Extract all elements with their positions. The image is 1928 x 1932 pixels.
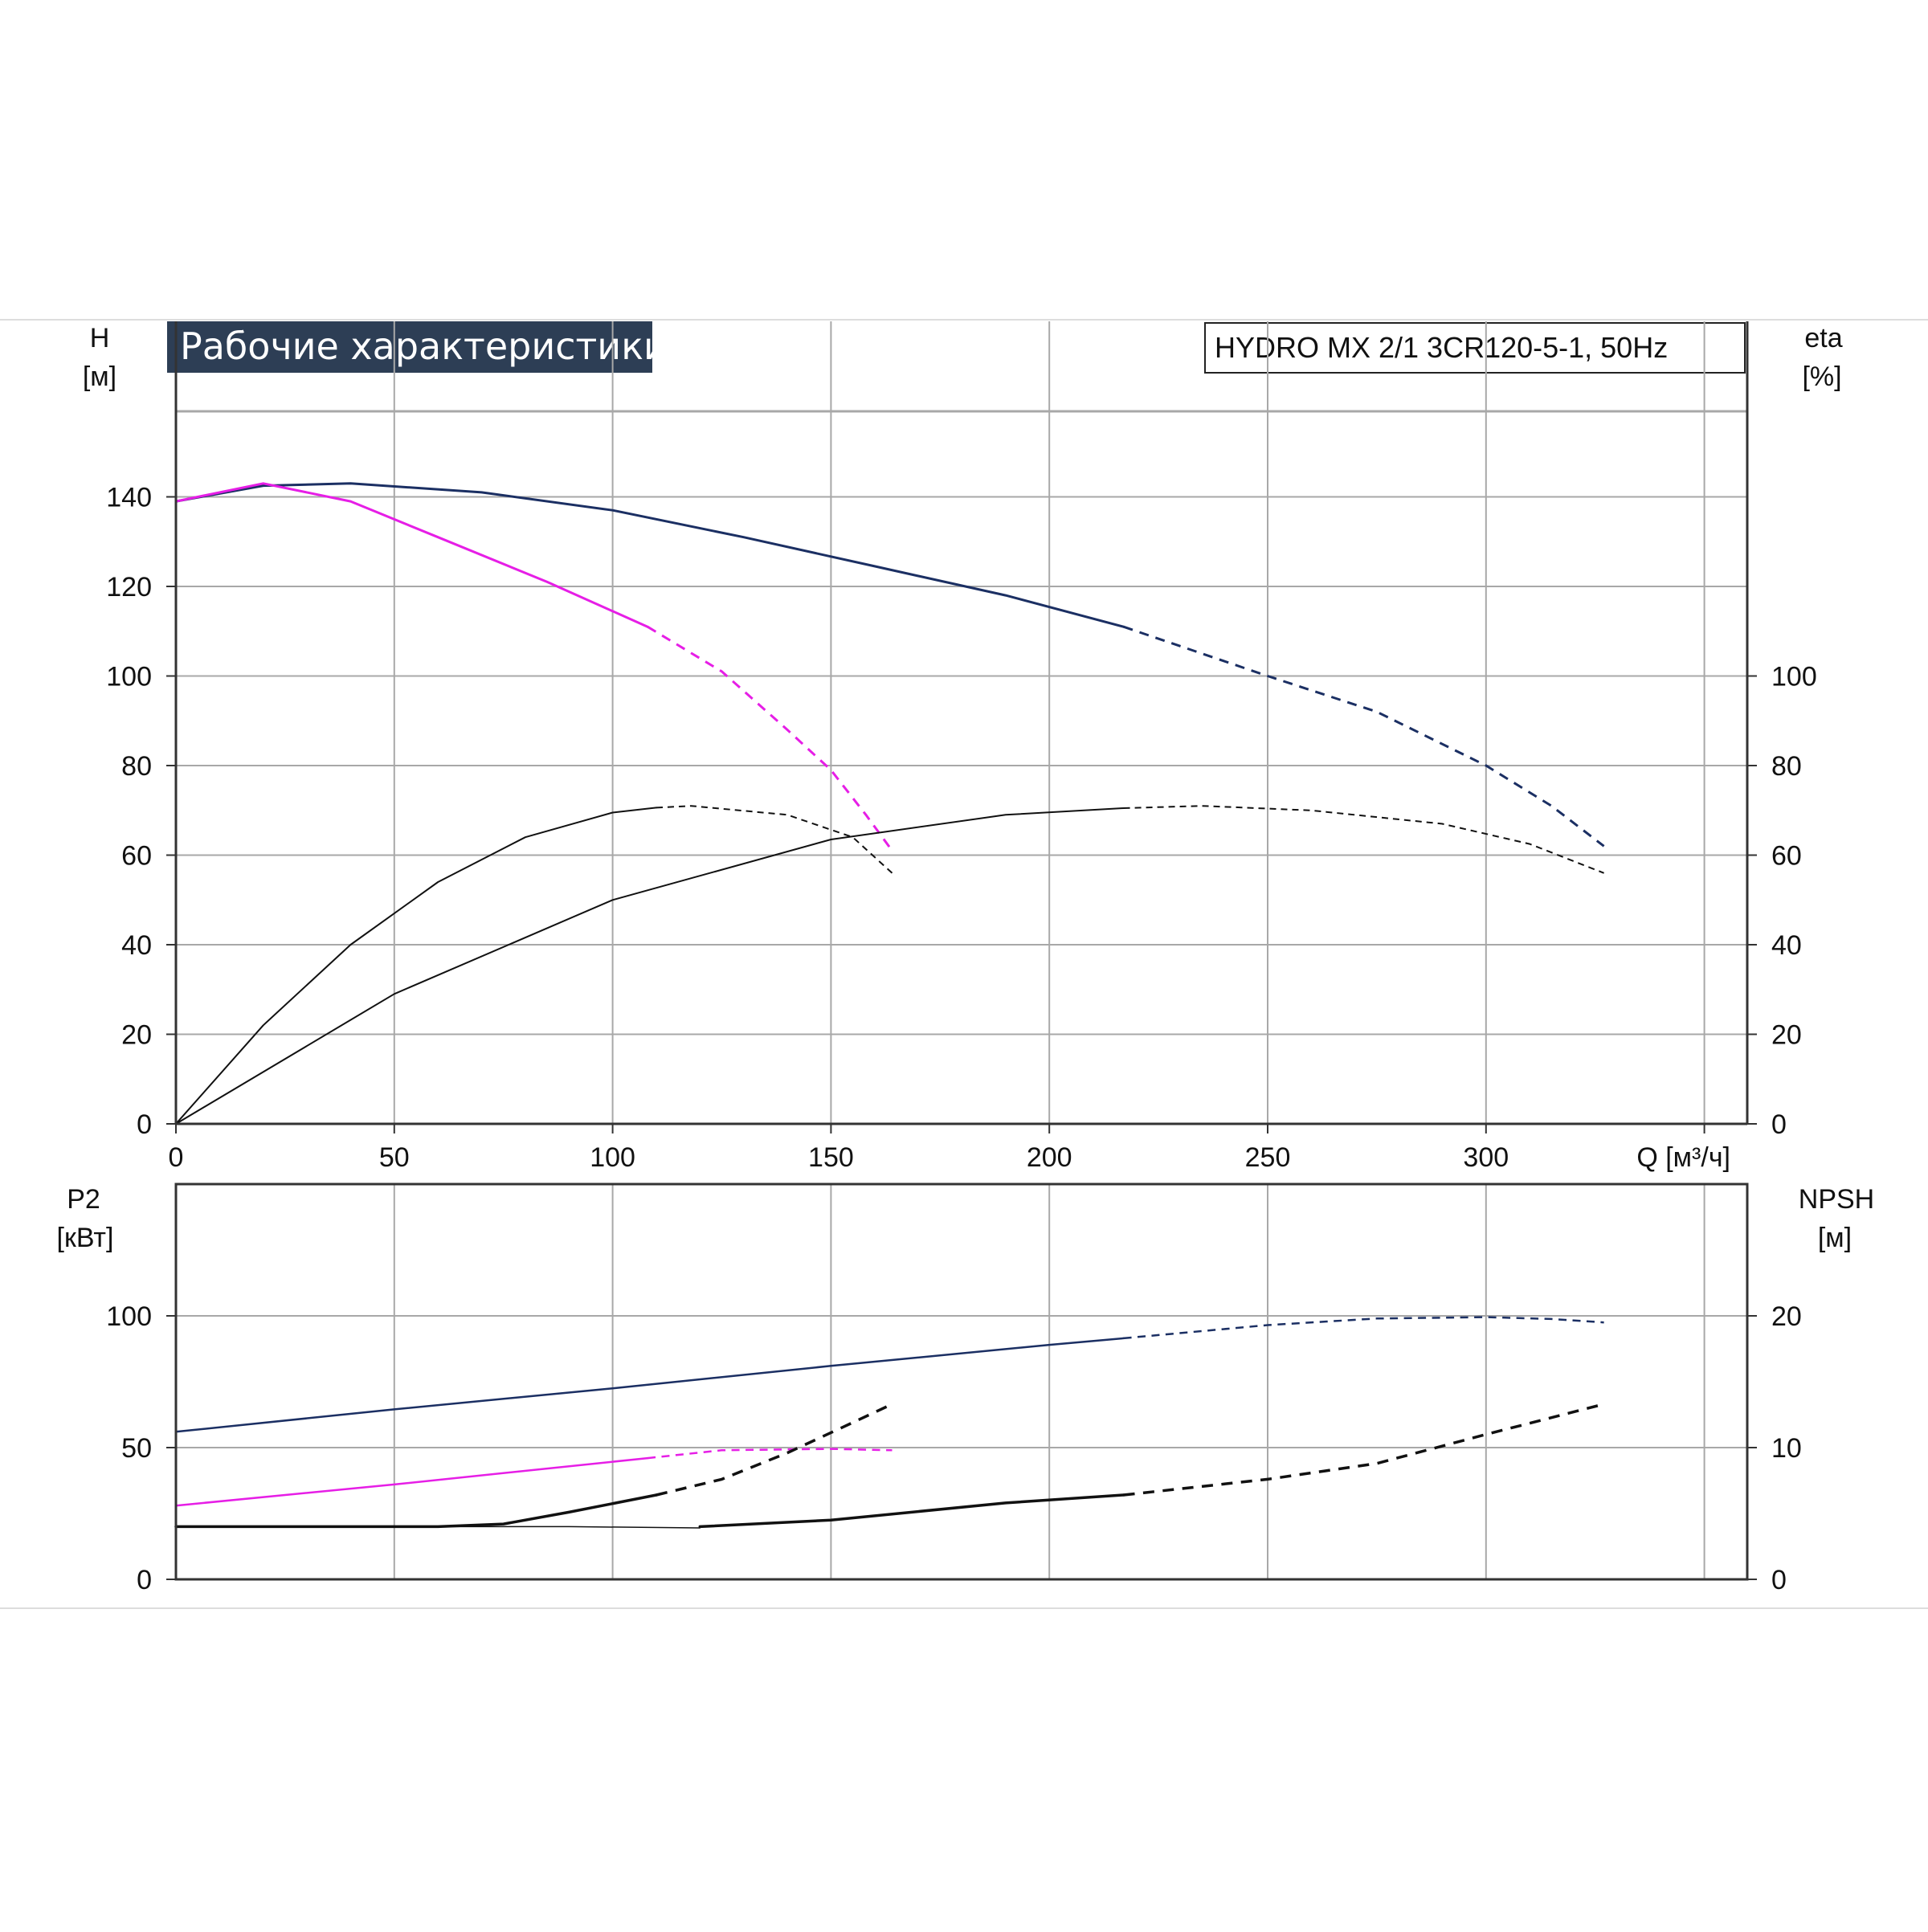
lower-frame	[174, 1182, 1749, 1581]
H-1pump-dashed	[647, 625, 893, 852]
lower-panel-frame	[174, 1182, 1749, 1581]
p2-tick-label: 100	[106, 1301, 152, 1332]
q-tick-label: 150	[808, 1142, 854, 1173]
h-tick-label: 0	[137, 1109, 152, 1140]
q-axis-label: Q [м³/ч]	[1636, 1142, 1730, 1173]
NPSH-1pump-solid	[174, 1493, 658, 1529]
q-tick-label: 200	[1027, 1142, 1072, 1173]
npsh-axis-label: NPSH	[1799, 1184, 1874, 1215]
h-axis-unit: [м]	[83, 361, 116, 392]
h-tick-label: 80	[121, 751, 152, 782]
model-label: HYDRO MX 2/1 3CR120-5-1, 50Hz	[1215, 331, 1668, 364]
lower-curves	[174, 1316, 1605, 1529]
P2-1pump-dashed	[647, 1448, 893, 1460]
H-1pump-solid	[174, 482, 649, 628]
model-box	[1204, 322, 1746, 374]
h-tick-label: 120	[106, 572, 152, 602]
title-box	[167, 321, 652, 373]
H-3pumps-solid	[174, 482, 1125, 628]
NPSH-3pumps-dashed	[1123, 1403, 1605, 1497]
P2-1pump-solid	[174, 1456, 649, 1507]
h-tick-label: 40	[121, 930, 152, 961]
npsh-axis-unit: [м]	[1818, 1223, 1852, 1253]
H-3pumps-dashed	[1123, 625, 1605, 848]
h-tick-label: 60	[121, 841, 152, 872]
p2-axis-unit: [кВт]	[57, 1223, 114, 1253]
h-tick-label: 100	[106, 662, 152, 692]
eta-axis-unit: [%]	[1802, 361, 1841, 392]
eta-3pumps-dashed	[1123, 805, 1604, 874]
npsh-tick-label: 20	[1771, 1301, 1802, 1332]
upper-grid	[176, 321, 1747, 1124]
chart-title: Рабочие характеристики	[180, 325, 668, 368]
eta-1pump-solid	[175, 807, 657, 1125]
upper-frame	[174, 321, 1749, 1125]
eta-tick-label: 40	[1771, 930, 1802, 961]
NPSH-1pump-dashed	[656, 1403, 893, 1497]
eta-tick-label: 0	[1771, 1109, 1787, 1140]
h-axis-label: H	[90, 323, 110, 353]
q-tick-label: 0	[169, 1142, 184, 1173]
h-tick-label: 20	[121, 1020, 152, 1051]
q-tick-label: 300	[1463, 1142, 1509, 1173]
eta-tick-label: 60	[1771, 841, 1802, 872]
eta-1pump-dashed	[656, 805, 893, 874]
p2-axis-label: P2	[67, 1184, 100, 1215]
p2-tick-label: 0	[137, 1565, 152, 1595]
p2-tick-label: 50	[121, 1433, 152, 1464]
P2-3pumps-dashed	[1123, 1316, 1604, 1340]
q-tick-label: 100	[590, 1142, 635, 1173]
eta-tick-label: 100	[1771, 662, 1817, 692]
eta-3pumps-solid	[175, 807, 1125, 1125]
eta-tick-label: 80	[1771, 751, 1802, 782]
eta-axis-label: eta	[1804, 323, 1842, 353]
h-tick-label: 140	[106, 483, 152, 513]
upper-curves	[174, 482, 1605, 1125]
q-tick-label: 250	[1245, 1142, 1291, 1173]
npsh-tick-label: 0	[1771, 1565, 1787, 1595]
eta-tick-label: 20	[1771, 1020, 1802, 1051]
q-tick-label: 50	[379, 1142, 410, 1173]
lower-grid	[176, 1184, 1747, 1579]
NPSH-transition-solid	[437, 1526, 701, 1529]
npsh-tick-label: 10	[1771, 1433, 1802, 1464]
P2-3pumps-solid	[174, 1337, 1125, 1433]
NPSH-3pumps-solid	[698, 1493, 1125, 1529]
